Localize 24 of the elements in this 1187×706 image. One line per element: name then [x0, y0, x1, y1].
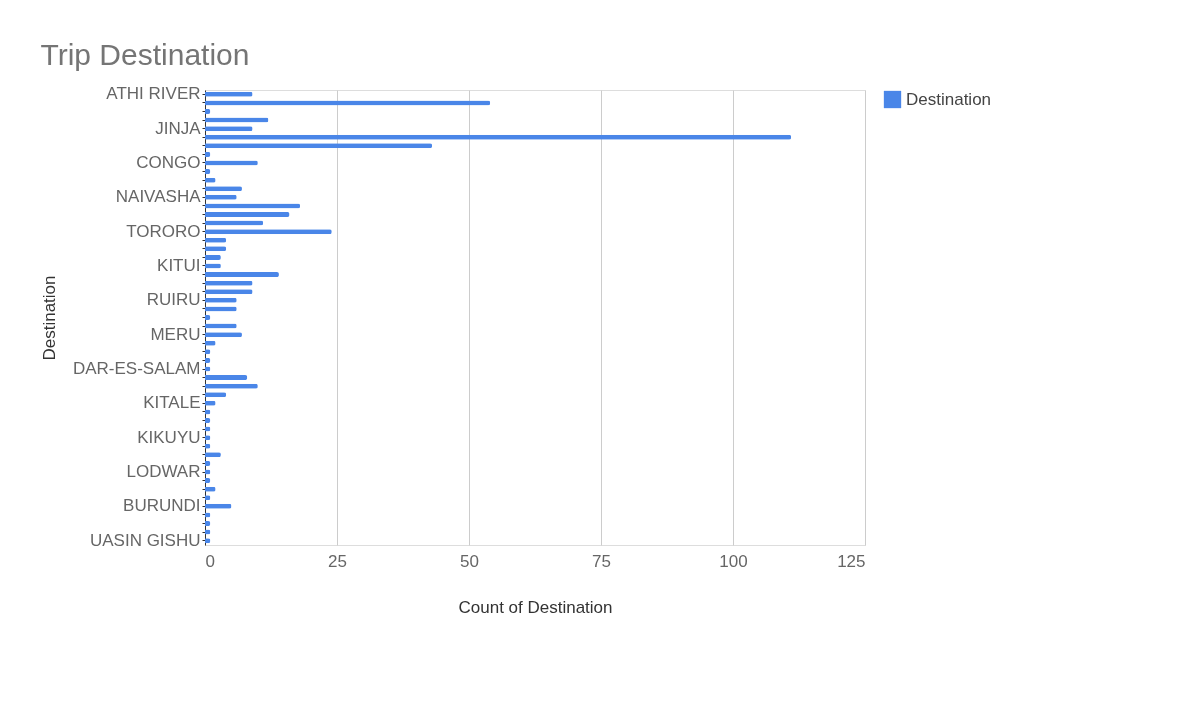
x-axis-title: Count of Destination	[458, 597, 613, 617]
y-tick-label: DAR-ES-SALAM	[72, 359, 201, 379]
y-tick-label: UASIN GISHU	[89, 530, 201, 550]
y-tick-label: TORORO	[126, 221, 201, 241]
y-tick-label: KIKUYU	[137, 427, 201, 447]
x-tick-label: 125	[837, 551, 866, 571]
y-tick-label: RUIRU	[146, 290, 201, 310]
y-tick-label: CONGO	[136, 152, 201, 172]
y-tick-label: BURUNDI	[123, 496, 201, 516]
y-tick-label: KITUI	[157, 255, 201, 275]
y-tick-label: ATHI RIVER	[106, 84, 201, 104]
chart-title: Trip Destination	[40, 37, 250, 71]
y-tick-label: JINJA	[155, 118, 202, 138]
y-tick-label: NAIVASHA	[115, 187, 202, 207]
x-tick-label: 0	[205, 551, 215, 571]
legend-label: Destination	[906, 89, 992, 109]
x-tick-label: 25	[328, 551, 347, 571]
y-tick-label: LODWAR	[126, 462, 201, 482]
x-tick-label: 50	[460, 551, 479, 571]
x-tick-label: 75	[592, 551, 611, 571]
y-axis-title: Destination	[39, 275, 59, 361]
y-tick-label: KITALE	[143, 393, 201, 413]
y-tick-label: MERU	[150, 324, 201, 344]
x-tick-label: 100	[719, 551, 748, 571]
